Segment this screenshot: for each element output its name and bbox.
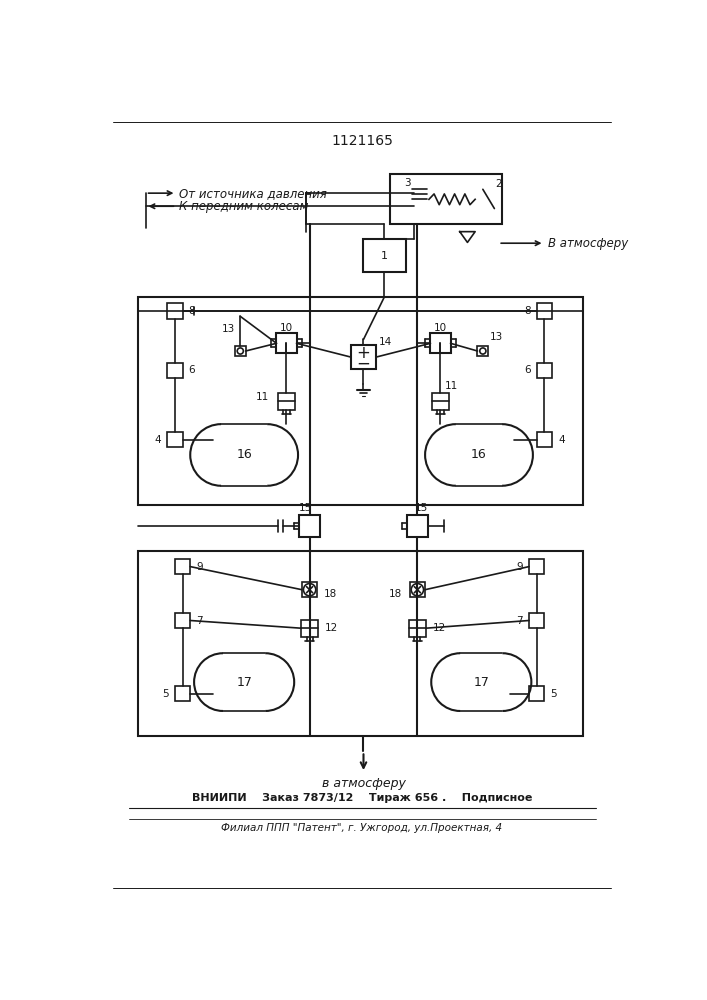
Bar	[537, 303, 552, 319]
Text: 9: 9	[197, 562, 203, 572]
Bar	[278, 393, 295, 410]
Text: 6: 6	[524, 365, 530, 375]
Text: К передним колесам: К передним колесам	[180, 200, 309, 213]
Text: 10: 10	[280, 323, 293, 333]
Bar	[138, 297, 583, 505]
Text: 14: 14	[379, 337, 392, 347]
Bar	[276, 333, 296, 353]
Text: 18: 18	[389, 589, 402, 599]
Bar	[138, 551, 583, 736]
Text: 1121165: 1121165	[331, 134, 393, 148]
Bar	[351, 345, 376, 369]
Bar	[167, 303, 182, 319]
Bar	[477, 346, 489, 356]
Text: 17: 17	[236, 676, 252, 689]
Text: 2: 2	[495, 179, 501, 189]
Text: 13: 13	[490, 332, 503, 342]
Bar	[175, 613, 190, 628]
Text: 18: 18	[324, 589, 337, 599]
Text: 12: 12	[433, 623, 446, 633]
Bar	[302, 582, 317, 597]
Text: 16: 16	[236, 448, 252, 461]
Text: 13: 13	[222, 324, 235, 334]
Text: в атмосферу: в атмосферу	[322, 777, 405, 790]
Text: 5: 5	[162, 689, 169, 699]
Bar	[432, 393, 449, 410]
Bar	[537, 432, 552, 447]
Bar	[301, 620, 318, 637]
Bar	[409, 620, 426, 637]
Bar	[529, 613, 544, 628]
Text: От источника давления: От источника давления	[180, 187, 327, 200]
Text: 6: 6	[189, 365, 195, 375]
Text: 10: 10	[434, 323, 447, 333]
Bar	[529, 559, 544, 574]
Text: 8: 8	[189, 306, 195, 316]
Bar	[431, 333, 450, 353]
Text: 4: 4	[154, 435, 161, 445]
Text: 5: 5	[551, 689, 557, 699]
Text: 16: 16	[471, 448, 487, 461]
Text: 7: 7	[516, 615, 523, 626]
Text: 15: 15	[414, 503, 428, 513]
Bar	[529, 686, 544, 701]
Bar	[175, 559, 190, 574]
Bar	[235, 346, 246, 356]
Text: 17: 17	[474, 676, 489, 689]
Bar	[409, 582, 425, 597]
Bar	[175, 686, 190, 701]
Text: 12: 12	[325, 623, 338, 633]
Text: 7: 7	[197, 615, 203, 626]
Bar	[407, 515, 428, 537]
Bar	[299, 515, 320, 537]
Bar	[390, 174, 502, 224]
Text: 4: 4	[559, 435, 565, 445]
Text: 11: 11	[257, 392, 269, 402]
Text: 8: 8	[524, 306, 530, 316]
Text: Филиал ППП "Патент", г. Ужгород, ул.Проектная, 4: Филиал ППП "Патент", г. Ужгород, ул.Прое…	[221, 823, 503, 833]
Bar	[167, 363, 182, 378]
Text: В атмосферу: В атмосферу	[549, 237, 629, 250]
Bar	[167, 432, 182, 447]
Bar	[363, 239, 406, 272]
Text: 3: 3	[404, 178, 411, 188]
Bar	[537, 363, 552, 378]
Text: ВНИИПИ    Заказ 7873/12    Тираж 656 .    Подписное: ВНИИПИ Заказ 7873/12 Тираж 656 . Подписн…	[192, 793, 532, 803]
Text: +: +	[356, 344, 370, 362]
Text: 15: 15	[299, 503, 312, 513]
Text: 9: 9	[516, 562, 523, 572]
Text: 11: 11	[444, 381, 457, 391]
Text: 1: 1	[381, 251, 387, 261]
Text: −: −	[356, 354, 370, 372]
